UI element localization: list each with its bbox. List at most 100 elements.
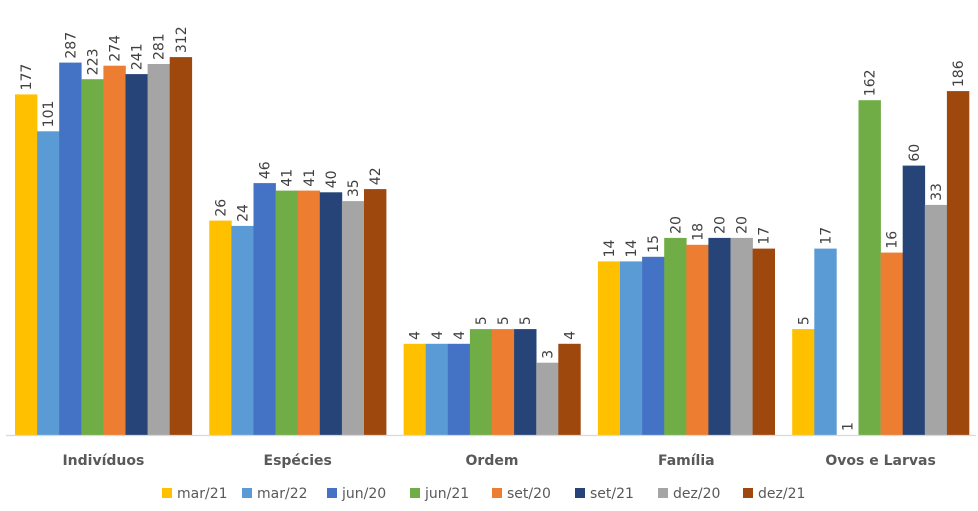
bar <box>297 190 321 435</box>
legend-label: set/21 <box>590 486 634 502</box>
legend-swatch <box>410 488 420 498</box>
bar <box>253 183 276 435</box>
value-label: 41 <box>302 169 318 187</box>
value-label: 20 <box>668 216 684 234</box>
value-label: 14 <box>624 239 640 257</box>
bar <box>620 261 643 435</box>
legend-item: set/21 <box>575 486 634 502</box>
bar <box>169 57 193 435</box>
category-label: Espécies <box>264 453 332 469</box>
value-label: 15 <box>646 235 662 253</box>
value-label: 4 <box>562 331 578 340</box>
legend-swatch <box>492 488 502 498</box>
bar <box>319 192 343 435</box>
value-label: 5 <box>474 316 490 325</box>
bar <box>147 64 170 435</box>
bar <box>209 220 232 435</box>
value-label: 16 <box>885 231 901 249</box>
value-label: 35 <box>346 179 362 197</box>
value-label: 17 <box>757 227 773 245</box>
bar <box>125 74 148 435</box>
category-label: Indivíduos <box>62 453 144 469</box>
legend-item: dez/21 <box>743 486 805 502</box>
legend-item: jun/21 <box>410 486 469 502</box>
category-labels-layer: Indivíduos Espécies Ordem Família Ovos e Lar… <box>62 453 935 469</box>
bar <box>902 165 926 435</box>
value-label: 60 <box>907 144 923 162</box>
legend-item: mar/22 <box>242 486 308 502</box>
bar <box>642 256 665 435</box>
bar <box>536 362 559 435</box>
value-label: 26 <box>213 199 229 217</box>
value-label: 241 <box>130 43 146 70</box>
value-label: 4 <box>430 331 446 340</box>
bar <box>708 237 731 435</box>
bar <box>597 261 621 435</box>
legend-item: mar/21 <box>162 486 228 502</box>
value-label: 14 <box>602 239 618 257</box>
bar <box>792 329 815 435</box>
value-label: 287 <box>63 32 79 59</box>
value-label: 20 <box>713 216 729 234</box>
bar <box>752 248 775 435</box>
bar <box>858 100 881 435</box>
legend-label: set/20 <box>507 486 551 502</box>
bar <box>231 225 254 435</box>
legend-item: set/20 <box>492 486 551 502</box>
value-label: 40 <box>324 170 340 188</box>
legend-swatch <box>743 488 753 498</box>
bar <box>59 62 82 435</box>
value-label: 101 <box>41 101 57 128</box>
bar <box>81 79 104 435</box>
bar <box>730 237 753 435</box>
legend-swatch <box>162 488 172 498</box>
value-label: 4 <box>408 331 424 340</box>
bar <box>341 201 365 435</box>
value-label: 1 <box>841 422 857 431</box>
legend-label: mar/22 <box>257 486 308 502</box>
legend-label: jun/21 <box>424 486 469 502</box>
bar <box>447 343 471 435</box>
legend-swatch <box>327 488 337 498</box>
legend-label: dez/21 <box>758 486 805 502</box>
legend-swatch <box>658 488 668 498</box>
legend-label: dez/20 <box>673 486 720 502</box>
legend-label: mar/21 <box>177 486 228 502</box>
legend: mar/21 mar/22 jun/20 jun/21 set/20 set/21 dez/… <box>162 486 805 502</box>
category-label: Ordem <box>466 453 519 469</box>
value-label: 17 <box>818 227 834 245</box>
category-label: Ovos e Larvas <box>825 453 935 469</box>
value-label: 24 <box>236 204 252 222</box>
bar <box>364 189 387 435</box>
bar <box>946 91 970 435</box>
value-label: 162 <box>863 69 879 96</box>
bar <box>514 329 537 435</box>
bars-layer <box>15 57 970 436</box>
value-label: 177 <box>19 64 35 91</box>
bar <box>924 204 948 435</box>
value-label: 223 <box>85 48 101 75</box>
value-label: 3 <box>540 350 556 359</box>
legend-item: jun/20 <box>327 486 386 502</box>
value-label: 281 <box>152 33 168 60</box>
legend-swatch <box>242 488 252 498</box>
value-label: 5 <box>496 316 512 325</box>
bar <box>403 343 426 435</box>
legend-item: dez/20 <box>658 486 720 502</box>
bar <box>814 248 837 435</box>
legend-label: jun/20 <box>341 486 386 502</box>
value-label: 46 <box>258 161 274 179</box>
bar <box>103 65 126 435</box>
legend-swatch <box>575 488 585 498</box>
value-label: 41 <box>280 169 296 187</box>
value-label: 5 <box>518 316 534 325</box>
value-label: 5 <box>796 316 812 325</box>
value-label: 274 <box>108 35 124 62</box>
value-label: 4 <box>452 331 468 340</box>
value-label: 42 <box>368 167 384 185</box>
value-label: 33 <box>929 183 945 201</box>
bar <box>15 94 38 436</box>
value-label: 186 <box>951 60 967 87</box>
